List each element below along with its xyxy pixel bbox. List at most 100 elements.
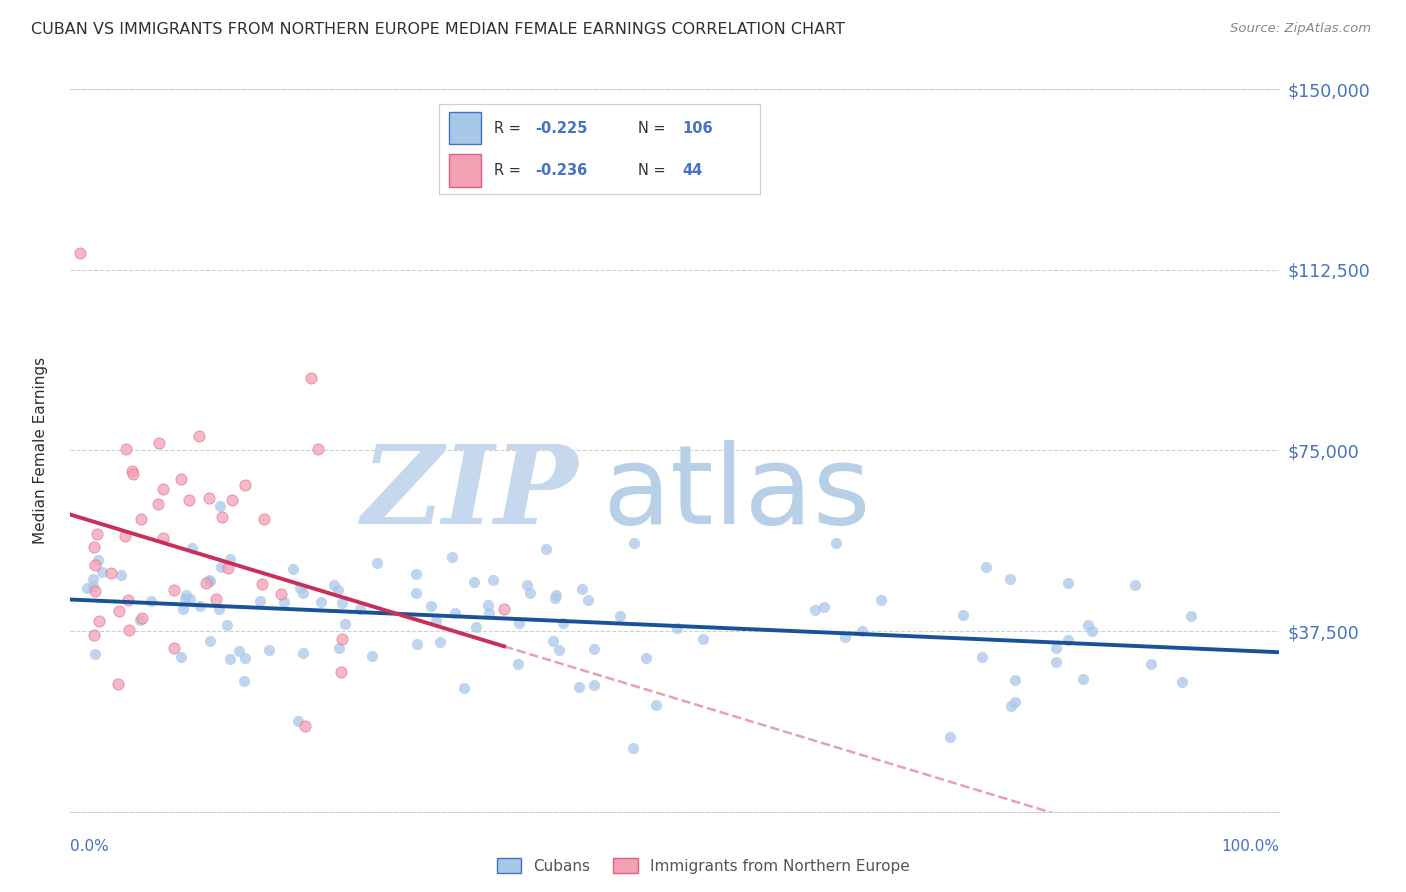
Point <box>1180 608 1202 623</box>
Point <box>1000 699 1022 714</box>
Point <box>419 599 441 613</box>
Point <box>209 560 232 574</box>
Point <box>330 632 353 646</box>
Point <box>568 680 591 694</box>
Point <box>825 535 848 549</box>
Point <box>1071 673 1094 687</box>
Point <box>478 606 501 620</box>
Point <box>292 646 315 660</box>
Point <box>198 491 221 505</box>
Point <box>482 573 505 587</box>
Point <box>1004 696 1026 710</box>
Point <box>330 596 353 610</box>
Point <box>172 602 194 616</box>
Point <box>114 529 136 543</box>
Point <box>534 542 557 557</box>
Point <box>508 615 530 630</box>
Point <box>870 593 893 607</box>
Point <box>294 719 316 733</box>
Point <box>221 493 243 508</box>
Point <box>998 572 1021 586</box>
Point <box>170 650 193 665</box>
Point <box>952 608 974 623</box>
Point <box>179 591 201 606</box>
Point <box>233 478 256 492</box>
Text: ZIP: ZIP <box>361 440 578 548</box>
Point <box>544 591 567 605</box>
Point <box>440 549 463 564</box>
Point <box>972 650 994 665</box>
Point <box>179 492 201 507</box>
Point <box>553 615 575 630</box>
Point <box>1045 641 1067 656</box>
Point <box>205 591 228 606</box>
Point <box>152 482 174 496</box>
Point <box>115 442 138 457</box>
Point <box>834 630 856 644</box>
Point <box>634 650 657 665</box>
Point <box>309 595 332 609</box>
Point <box>257 643 280 657</box>
Point <box>163 583 186 598</box>
Point <box>582 678 605 692</box>
Point <box>405 586 427 600</box>
Point <box>453 681 475 695</box>
Point <box>441 833 464 847</box>
Point <box>82 579 104 593</box>
Point <box>117 592 139 607</box>
Point <box>121 467 143 482</box>
Point <box>107 676 129 690</box>
Point <box>328 583 350 598</box>
Point <box>406 637 429 651</box>
Point <box>477 598 499 612</box>
Point <box>576 593 599 607</box>
Point <box>174 588 197 602</box>
Point <box>86 527 108 541</box>
Point <box>516 578 538 592</box>
Point <box>250 577 273 591</box>
Point <box>323 577 346 591</box>
Point <box>181 541 204 555</box>
Point <box>851 624 873 638</box>
Point <box>1123 578 1146 592</box>
Point <box>198 574 221 589</box>
Point <box>349 601 371 615</box>
Legend: Cubans, Immigrants from Northern Europe: Cubans, Immigrants from Northern Europe <box>491 852 915 880</box>
Point <box>198 633 221 648</box>
Point <box>1057 576 1080 591</box>
Point <box>1045 655 1067 669</box>
Point <box>152 531 174 545</box>
Point <box>170 472 193 486</box>
Point <box>110 567 132 582</box>
Point <box>299 371 322 385</box>
Text: 100.0%: 100.0% <box>1222 839 1279 855</box>
Point <box>582 642 605 657</box>
Point <box>84 584 107 599</box>
Point <box>1081 624 1104 639</box>
Point <box>609 608 631 623</box>
Point <box>465 620 488 634</box>
Point <box>187 429 209 443</box>
Point <box>330 665 353 679</box>
Point <box>188 599 211 613</box>
Point <box>1077 618 1099 632</box>
Point <box>548 642 571 657</box>
Point <box>108 604 131 618</box>
Point <box>148 436 170 450</box>
Text: atlas: atlas <box>602 441 870 548</box>
Point <box>281 562 304 576</box>
Point <box>644 698 666 713</box>
Point <box>425 614 447 628</box>
Point <box>571 582 593 596</box>
Point <box>82 572 104 586</box>
Point <box>544 588 567 602</box>
Point <box>249 594 271 608</box>
Point <box>129 614 152 628</box>
Point <box>429 635 451 649</box>
Point <box>141 594 163 608</box>
Point <box>804 603 827 617</box>
Point <box>328 640 350 655</box>
Point <box>366 556 388 570</box>
Text: 0.0%: 0.0% <box>70 839 110 855</box>
Point <box>84 647 107 661</box>
